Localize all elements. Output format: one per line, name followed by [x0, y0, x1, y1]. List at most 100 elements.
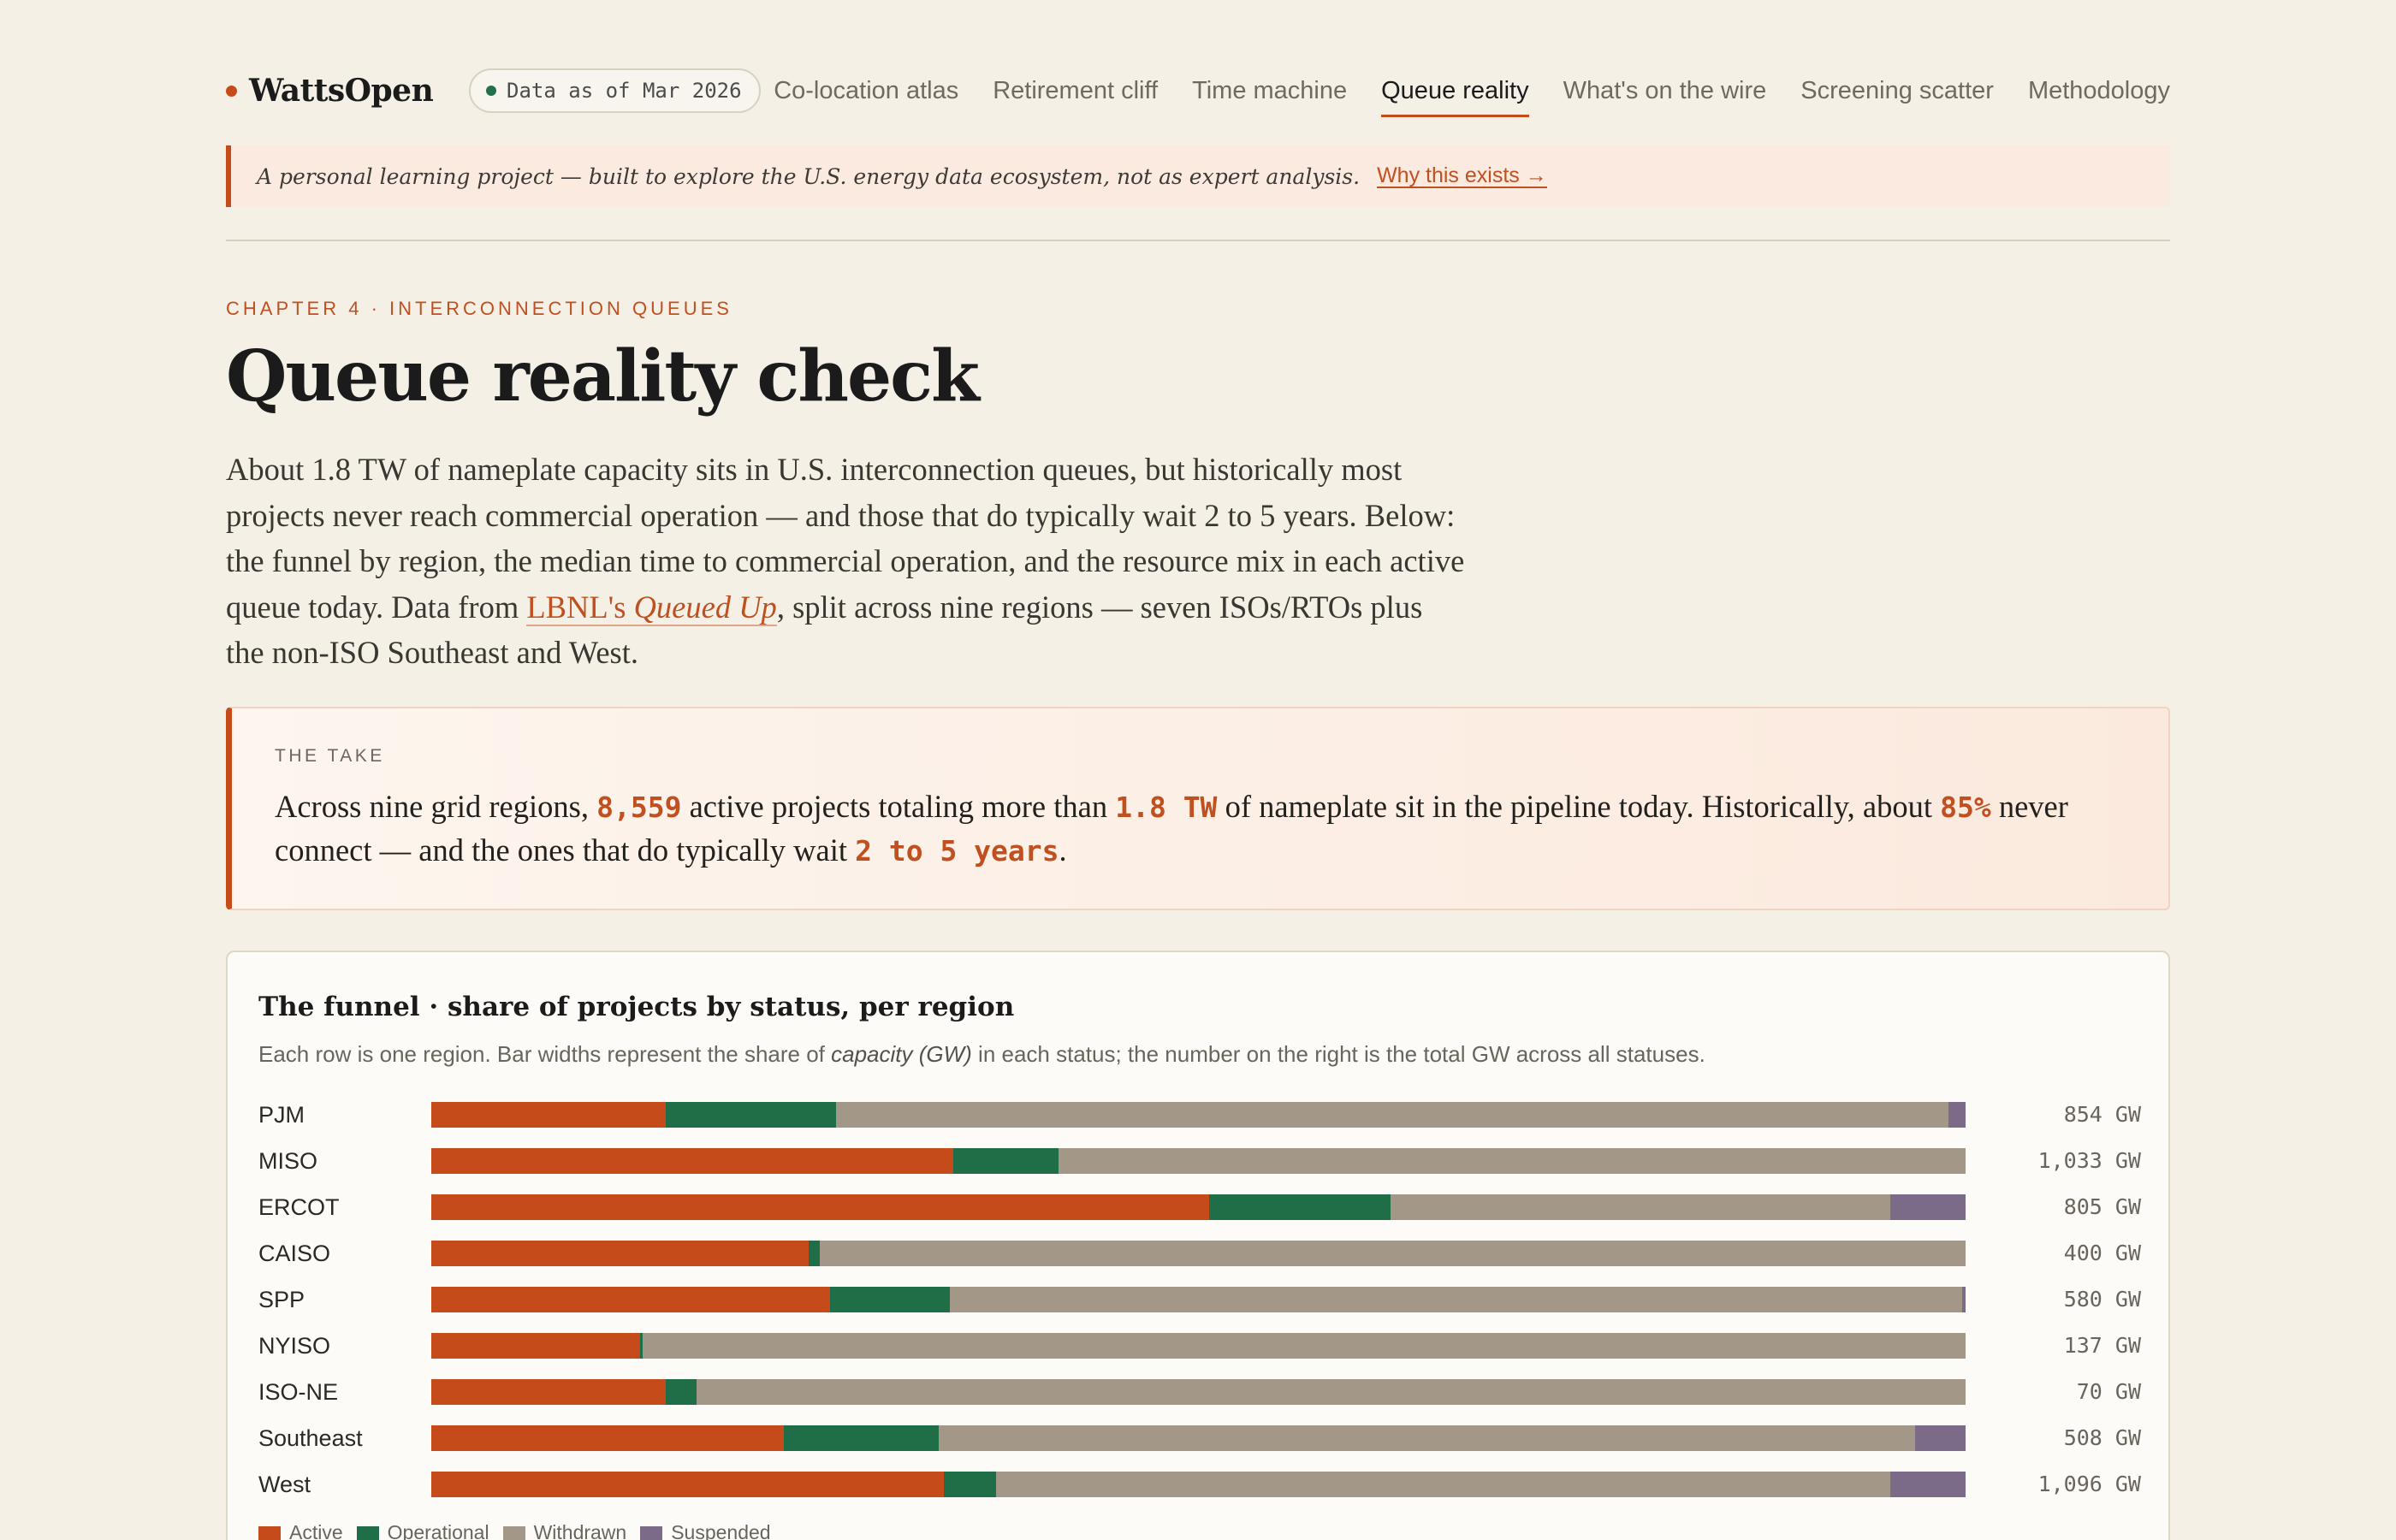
- bar-segment-suspended[interactable]: [1914, 1425, 1966, 1451]
- top-bar: WattsOpen Data as of Mar 2026 Co-locatio…: [226, 65, 2170, 117]
- region-label: ISO-NE: [258, 1379, 339, 1405]
- region-label: CAISO: [258, 1241, 331, 1266]
- nav-screening-scatter[interactable]: Screening scatter: [1800, 76, 1994, 104]
- chart-row: ISO-NE 70 GW: [258, 1375, 2141, 1409]
- bar-segment-operational[interactable]: [784, 1425, 940, 1451]
- bar-segment-active[interactable]: [431, 1102, 667, 1128]
- region-total: 400 GW: [2063, 1241, 2141, 1265]
- region-total: 70 GW: [2076, 1379, 2141, 1404]
- bar-segment-operational[interactable]: [666, 1379, 697, 1405]
- bar-segment-withdrawn[interactable]: [950, 1287, 1963, 1312]
- chart-row: ERCOT 805 GW: [258, 1190, 2141, 1224]
- lede-link-source: LBNL's: [526, 589, 634, 625]
- nav-time-machine[interactable]: Time machine: [1192, 76, 1348, 104]
- legend-swatch: [640, 1525, 663, 1540]
- legend-swatch: [502, 1525, 525, 1540]
- bar-segment-withdrawn[interactable]: [643, 1333, 1966, 1359]
- bar-segment-withdrawn[interactable]: [995, 1472, 1891, 1497]
- bar-segment-operational[interactable]: [1209, 1194, 1391, 1220]
- nav-whats-on-the-wire[interactable]: What's on the wire: [1563, 76, 1767, 104]
- region-total: 1,033 GW: [2037, 1148, 2141, 1173]
- stacked-bar[interactable]: [431, 1102, 1966, 1128]
- stacked-bar[interactable]: [431, 1148, 1966, 1174]
- stacked-bar[interactable]: [431, 1472, 1966, 1497]
- legend-label: Active: [289, 1521, 343, 1540]
- divider: [226, 240, 2170, 241]
- chart-row: MISO 1,033 GW: [258, 1144, 2141, 1178]
- data-date-text: Data as of Mar 2026: [507, 79, 742, 103]
- disclaimer-banner: A personal learning project — built to e…: [226, 145, 2170, 207]
- brand-dot-icon: [226, 85, 237, 97]
- brand-logo[interactable]: WattsOpen: [226, 65, 434, 116]
- chart-subtitle-text: Each row is one region. Bar widths repre…: [258, 1041, 832, 1067]
- lede-link-title: Queued Up: [633, 589, 777, 625]
- bar-segment-withdrawn[interactable]: [697, 1379, 1966, 1405]
- take-text-part: Across nine grid regions,: [275, 789, 597, 824]
- region-label: Southeast: [258, 1425, 363, 1451]
- take-text-part: .: [1059, 832, 1067, 868]
- data-date-badge: Data as of Mar 2026: [469, 68, 761, 113]
- bar-segment-active[interactable]: [431, 1148, 953, 1174]
- bar-segment-active[interactable]: [431, 1287, 831, 1312]
- bar-segment-withdrawn[interactable]: [1059, 1148, 1966, 1174]
- bar-segment-operational[interactable]: [830, 1287, 951, 1312]
- bar-segment-operational[interactable]: [943, 1472, 996, 1497]
- take-callout: THE TAKE Across nine grid regions, 8,559…: [226, 707, 2170, 910]
- bar-segment-suspended[interactable]: [1890, 1472, 1966, 1497]
- capacity-stat: 1.8 TW: [1115, 791, 1218, 824]
- chart-row: Southeast 508 GW: [258, 1421, 2141, 1455]
- lbnl-queued-up-link[interactable]: LBNL's Queued Up: [526, 589, 777, 626]
- chart-row: CAISO 400 GW: [258, 1236, 2141, 1270]
- bar-segment-operational[interactable]: [666, 1102, 837, 1128]
- bar-segment-suspended[interactable]: [1962, 1287, 1966, 1312]
- bar-segment-operational[interactable]: [639, 1333, 643, 1359]
- stacked-bar[interactable]: [431, 1194, 1966, 1220]
- bar-segment-suspended[interactable]: [1948, 1102, 1966, 1128]
- region-label: PJM: [258, 1102, 305, 1128]
- bar-segment-withdrawn[interactable]: [1390, 1194, 1891, 1220]
- bar-segment-operational[interactable]: [809, 1241, 820, 1266]
- take-text-part: never connect — and the ones that do typ…: [275, 789, 2068, 868]
- take-text-part: of nameplate sit in the pipeline today. …: [1217, 789, 1941, 824]
- chart-row: PJM 854 GW: [258, 1098, 2141, 1132]
- bar-segment-active[interactable]: [431, 1241, 810, 1266]
- stacked-bar[interactable]: [431, 1379, 1966, 1405]
- bar-segment-suspended[interactable]: [1890, 1194, 1966, 1220]
- chart-row: West 1,096 GW: [258, 1467, 2141, 1502]
- stacked-bar[interactable]: [431, 1241, 1966, 1266]
- status-dot-icon: [486, 86, 496, 96]
- nav-co-location-atlas[interactable]: Co-location atlas: [774, 76, 959, 104]
- brand-name[interactable]: WattsOpen: [249, 73, 434, 109]
- bar-segment-active[interactable]: [431, 1194, 1210, 1220]
- bar-segment-active[interactable]: [431, 1425, 785, 1451]
- bar-segment-operational[interactable]: [952, 1148, 1059, 1174]
- page-title: Queue reality check: [226, 335, 980, 418]
- bar-segment-withdrawn[interactable]: [819, 1241, 1966, 1266]
- bar-segment-withdrawn[interactable]: [939, 1425, 1915, 1451]
- legend-label: Suspended: [671, 1521, 771, 1540]
- region-total: 1,096 GW: [2037, 1472, 2141, 1496]
- chapter-eyebrow: CHAPTER 4 · INTERCONNECTION QUEUES: [226, 298, 732, 319]
- nav-queue-reality[interactable]: Queue reality: [1381, 70, 1529, 117]
- stacked-bar[interactable]: [431, 1333, 1966, 1359]
- legend-swatch: [356, 1525, 379, 1540]
- bar-segment-active[interactable]: [431, 1379, 667, 1405]
- legend-item: Suspended: [640, 1521, 771, 1540]
- main-nav: Co-location atlas Retirement cliff Time …: [739, 65, 2170, 117]
- chart-legend: Active Operational Withdrawn Suspended: [258, 1521, 785, 1540]
- chart-row: NYISO 137 GW: [258, 1329, 2141, 1363]
- chart-subtitle-emphasis: capacity (GW): [831, 1041, 972, 1067]
- why-this-exists-link[interactable]: Why this exists →: [1377, 163, 1547, 189]
- bar-segment-active[interactable]: [431, 1472, 944, 1497]
- lede-text-end: , split across nine regions — seven ISOs…: [226, 589, 1423, 671]
- stacked-bar[interactable]: [431, 1425, 1966, 1451]
- bar-segment-withdrawn[interactable]: [836, 1102, 1949, 1128]
- nav-retirement-cliff[interactable]: Retirement cliff: [993, 76, 1159, 104]
- take-text: Across nine grid regions, 8,559 active p…: [275, 785, 2126, 873]
- region-total: 805 GW: [2063, 1194, 2141, 1219]
- stacked-bar[interactable]: [431, 1287, 1966, 1312]
- take-label: THE TAKE: [275, 746, 385, 766]
- bar-segment-active[interactable]: [431, 1333, 640, 1359]
- region-label: NYISO: [258, 1333, 331, 1359]
- nav-methodology[interactable]: Methodology: [2027, 76, 2170, 104]
